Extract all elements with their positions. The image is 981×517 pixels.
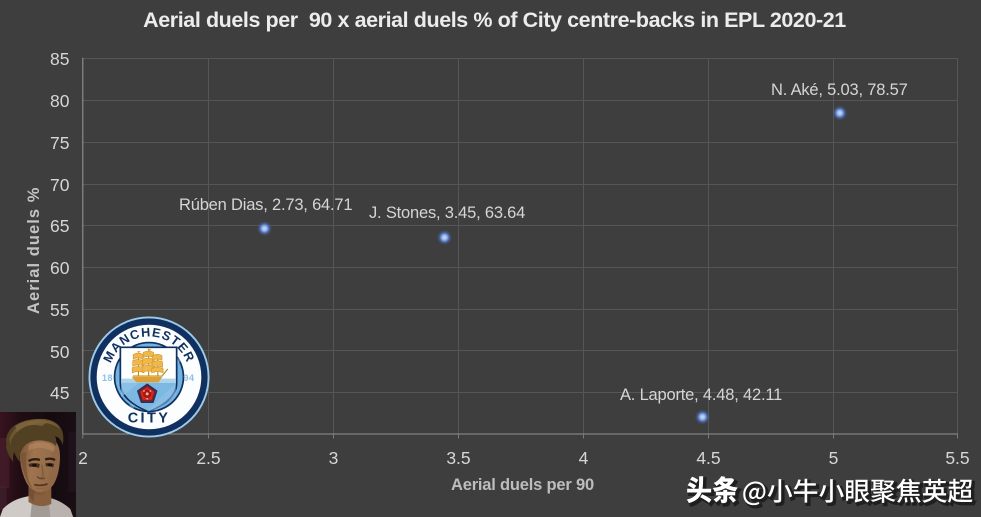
svg-text:18: 18: [101, 373, 112, 383]
svg-text:CITY: CITY: [127, 411, 170, 427]
svg-text:94: 94: [183, 373, 194, 383]
